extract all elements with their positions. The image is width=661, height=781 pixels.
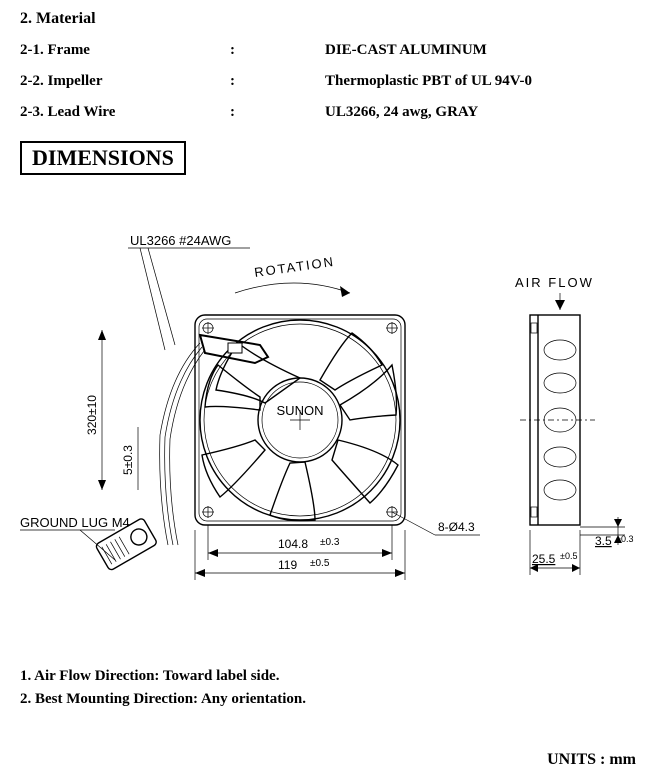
front-view: SUNON	[195, 315, 405, 525]
spec-value: UL3266, 24 awg, GRAY	[325, 104, 641, 121]
spec-label: 2-1. Frame	[20, 42, 230, 59]
rotation-label: ROTATION	[253, 254, 336, 280]
dim-wire-len: 320±10	[85, 330, 106, 490]
airflow-label: AIR FLOW	[515, 275, 594, 290]
svg-text:104.8: 104.8	[278, 537, 308, 551]
spec-label: 2-2. Impeller	[20, 73, 230, 90]
material-heading: 2. Material	[20, 10, 641, 28]
spec-value: DIE-CAST ALUMINUM	[325, 42, 641, 59]
spec-colon: :	[230, 104, 325, 121]
spec-row: 2-1. Frame : DIE-CAST ALUMINUM	[20, 42, 641, 59]
svg-text:±0.3: ±0.3	[320, 537, 340, 548]
svg-text:±0.5: ±0.5	[560, 551, 577, 561]
ground-lug-label: GROUND LUG M4	[20, 515, 130, 530]
dimensions-heading: DIMENSIONS	[20, 141, 186, 175]
fan-diagram: UL3266 #24AWG ROTATION AIR FLOW SUNON	[20, 215, 640, 635]
svg-text:25.5: 25.5	[532, 552, 556, 566]
svg-text:±0.5: ±0.5	[310, 558, 330, 569]
spec-row: 2-2. Impeller : Thermoplastic PBT of UL …	[20, 73, 641, 90]
svg-text:119: 119	[278, 558, 297, 572]
dim-wire-sep: 5±0.3	[121, 427, 138, 490]
dim-depth: 25.5 ±0.5	[530, 530, 580, 575]
footnote-line: 1. Air Flow Direction: Toward label side…	[20, 665, 641, 688]
hole-label: 8-Ø4.3	[438, 520, 475, 534]
spec-colon: :	[230, 73, 325, 90]
svg-text:320±10: 320±10	[85, 395, 99, 435]
footnote-line: 2. Best Mounting Direction: Any orientat…	[20, 688, 641, 711]
spec-row: 2-3. Lead Wire : UL3266, 24 awg, GRAY	[20, 104, 641, 121]
spec-colon: :	[230, 42, 325, 59]
side-view	[520, 315, 595, 525]
spec-value: Thermoplastic PBT of UL 94V-0	[325, 73, 641, 90]
dim-hole-pitch: 104.8 ±0.3	[208, 525, 392, 560]
footnotes: 1. Air Flow Direction: Toward label side…	[20, 665, 641, 710]
wire-label: UL3266 #24AWG	[130, 233, 231, 248]
material-section: 2. Material 2-1. Frame : DIE-CAST ALUMIN…	[20, 10, 641, 121]
units-label: UNITS : mm	[547, 751, 636, 769]
svg-text:3.5: 3.5	[595, 534, 612, 548]
svg-text:5±0.3: 5±0.3	[121, 445, 135, 475]
lead-wires	[160, 343, 204, 545]
dim-lip: 3.5 ±0.3	[580, 517, 633, 548]
spec-label: 2-3. Lead Wire	[20, 104, 230, 121]
svg-text:±0.3: ±0.3	[616, 534, 633, 544]
